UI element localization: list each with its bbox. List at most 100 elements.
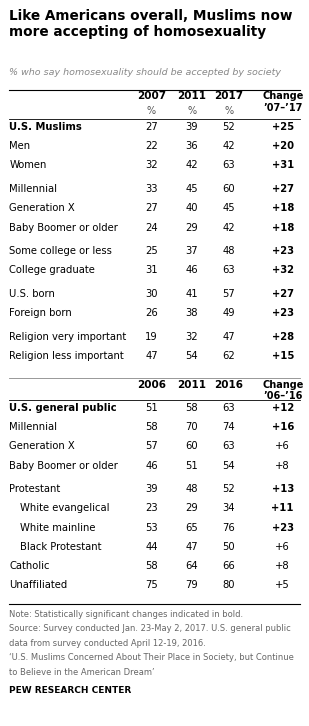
Text: 80: 80 <box>222 580 235 590</box>
Text: 34: 34 <box>222 503 235 513</box>
Text: 58: 58 <box>145 422 158 432</box>
Text: 29: 29 <box>185 222 198 232</box>
Text: Baby Boomer or older: Baby Boomer or older <box>9 460 118 470</box>
Text: to Believe in the American Dream’: to Believe in the American Dream’ <box>9 668 155 677</box>
Text: 60: 60 <box>185 441 198 452</box>
Text: Black Protestant: Black Protestant <box>20 542 102 552</box>
Text: 41: 41 <box>185 289 198 299</box>
Text: 70: 70 <box>185 422 198 432</box>
Text: +27: +27 <box>272 184 294 194</box>
Text: data from survey conducted April 12-19, 2016.: data from survey conducted April 12-19, … <box>9 639 206 648</box>
Text: 62: 62 <box>222 351 235 361</box>
Text: +23: +23 <box>272 246 294 256</box>
Text: 49: 49 <box>222 308 235 318</box>
Text: +6: +6 <box>275 542 290 552</box>
Text: +12: +12 <box>272 403 294 413</box>
Text: 79: 79 <box>185 580 198 590</box>
Text: Foreign born: Foreign born <box>9 308 72 318</box>
Text: 53: 53 <box>145 523 158 533</box>
Text: 74: 74 <box>222 422 235 432</box>
Text: 27: 27 <box>145 203 158 213</box>
Text: 2011: 2011 <box>177 380 206 390</box>
Text: 26: 26 <box>145 308 158 318</box>
Text: 29: 29 <box>185 503 198 513</box>
Text: 45: 45 <box>185 184 198 194</box>
Text: PEW RESEARCH CENTER: PEW RESEARCH CENTER <box>9 686 132 695</box>
Text: +20: +20 <box>272 141 294 151</box>
Text: +18: +18 <box>272 203 294 213</box>
Text: 48: 48 <box>222 246 235 256</box>
Text: +15: +15 <box>272 351 294 361</box>
Text: +11: +11 <box>272 503 294 513</box>
Text: +27: +27 <box>272 289 294 299</box>
Text: 66: 66 <box>222 561 235 571</box>
Text: 2016: 2016 <box>214 380 243 390</box>
Text: 47: 47 <box>145 351 158 361</box>
Text: % who say homosexuality should be accepted by society: % who say homosexuality should be accept… <box>9 68 281 77</box>
Text: Some college or less: Some college or less <box>9 246 112 256</box>
Text: +32: +32 <box>272 265 294 275</box>
Text: 27: 27 <box>145 122 158 132</box>
Text: 39: 39 <box>145 484 158 494</box>
Text: Unaffiliated: Unaffiliated <box>9 580 68 590</box>
Text: 46: 46 <box>185 265 198 275</box>
Text: 63: 63 <box>222 160 235 171</box>
Text: 52: 52 <box>222 484 235 494</box>
Text: 23: 23 <box>145 503 158 513</box>
Text: White mainline: White mainline <box>20 523 95 533</box>
Text: 45: 45 <box>222 203 235 213</box>
Text: %: % <box>224 106 233 116</box>
Text: +23: +23 <box>272 308 294 318</box>
Text: +28: +28 <box>272 332 294 342</box>
Text: 32: 32 <box>145 160 158 171</box>
Text: 22: 22 <box>145 141 158 151</box>
Text: 39: 39 <box>185 122 198 132</box>
Text: 31: 31 <box>145 265 158 275</box>
Text: 51: 51 <box>145 403 158 413</box>
Text: %: % <box>147 106 156 116</box>
Text: 46: 46 <box>145 460 158 470</box>
Text: 52: 52 <box>222 122 235 132</box>
Text: 36: 36 <box>185 141 198 151</box>
Text: White evangelical: White evangelical <box>20 503 110 513</box>
Text: 42: 42 <box>222 141 235 151</box>
Text: +6: +6 <box>275 441 290 452</box>
Text: 42: 42 <box>185 160 198 171</box>
Text: +18: +18 <box>272 222 294 232</box>
Text: Religion less important: Religion less important <box>9 351 124 361</box>
Text: +13: +13 <box>272 484 294 494</box>
Text: Source: Survey conducted Jan. 23-May 2, 2017. U.S. general public: Source: Survey conducted Jan. 23-May 2, … <box>9 624 291 633</box>
Text: Men: Men <box>9 141 30 151</box>
Text: U.S. born: U.S. born <box>9 289 55 299</box>
Text: Protestant: Protestant <box>9 484 61 494</box>
Text: 25: 25 <box>145 246 158 256</box>
Text: 60: 60 <box>222 184 235 194</box>
Text: 57: 57 <box>222 289 235 299</box>
Text: 30: 30 <box>145 289 158 299</box>
Text: 50: 50 <box>222 542 235 552</box>
Text: Generation X: Generation X <box>9 441 75 452</box>
Text: +25: +25 <box>272 122 294 132</box>
Text: 58: 58 <box>185 403 198 413</box>
Text: 2006: 2006 <box>137 380 166 390</box>
Text: Like Americans overall, Muslims now
more accepting of homosexuality: Like Americans overall, Muslims now more… <box>9 9 293 39</box>
Text: Women: Women <box>9 160 47 171</box>
Text: College graduate: College graduate <box>9 265 95 275</box>
Text: 63: 63 <box>222 265 235 275</box>
Text: Millennial: Millennial <box>9 422 57 432</box>
Text: 2011: 2011 <box>177 91 206 102</box>
Text: Catholic: Catholic <box>9 561 50 571</box>
Text: 32: 32 <box>185 332 198 342</box>
Text: 42: 42 <box>222 222 235 232</box>
Text: %: % <box>187 106 196 116</box>
Text: Change
’07–’17: Change ’07–’17 <box>262 91 303 113</box>
Text: +5: +5 <box>275 580 290 590</box>
Text: 2007: 2007 <box>137 91 166 102</box>
Text: +16: +16 <box>272 422 294 432</box>
Text: 44: 44 <box>145 542 158 552</box>
Text: 47: 47 <box>222 332 235 342</box>
Text: 33: 33 <box>145 184 158 194</box>
Text: +31: +31 <box>272 160 294 171</box>
Text: 57: 57 <box>145 441 158 452</box>
Text: 47: 47 <box>185 542 198 552</box>
